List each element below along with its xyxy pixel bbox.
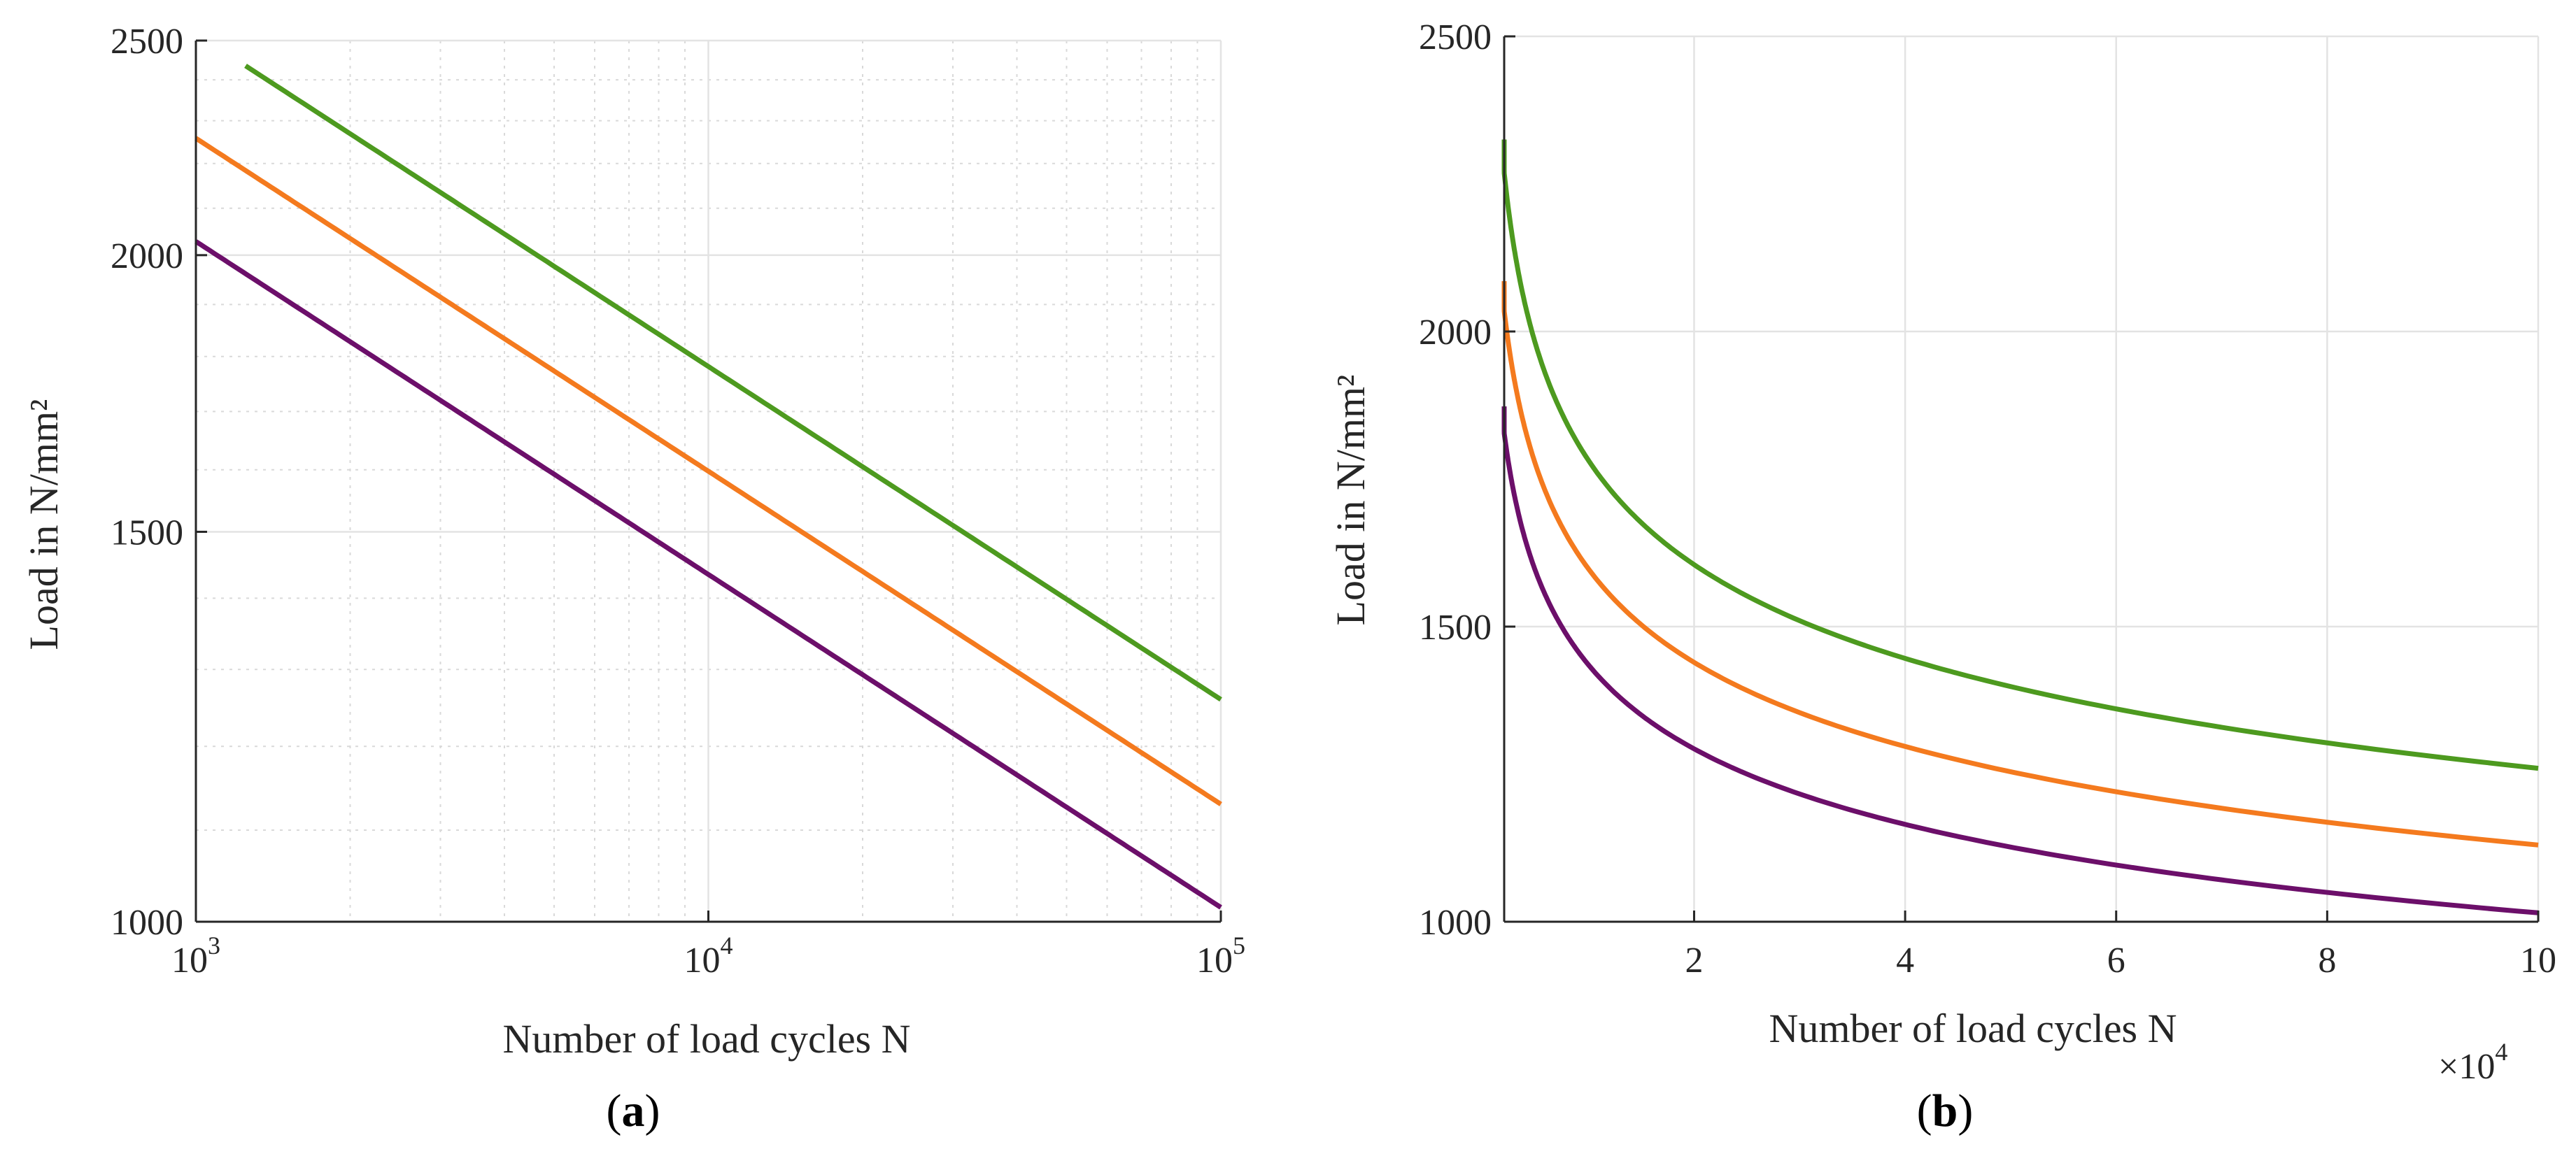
chart-b-axes — [1503, 35, 2540, 923]
chart-a-panel-label: (a) — [607, 1085, 660, 1136]
series-line-lower — [1501, 406, 2539, 915]
y-tick-label: 1000 — [111, 903, 183, 943]
x-tick-label: 104 — [684, 932, 733, 980]
y-tick-label: 1500 — [111, 513, 183, 552]
series-line-middle — [194, 136, 1222, 806]
x-tick-label-base: 10 — [1196, 941, 1233, 980]
chart-a-x-axis-label: Number of load cycles N — [502, 1016, 910, 1062]
y-tick-label: 2500 — [1419, 17, 1492, 57]
chart-b-y-axis-label: Load in N/mm² — [1328, 375, 1373, 626]
x-tick-label: 6 — [2107, 941, 2125, 980]
chart-a-panel-letter: a — [622, 1085, 645, 1136]
chart-a-series — [194, 64, 1222, 910]
y-tick-label: 1000 — [1419, 903, 1492, 943]
chart-b-grid — [1504, 35, 2540, 923]
chart-b-tick-labels: 2 4 6 8 10 1000 1500 2000 2500 — [1419, 17, 2556, 980]
y-tick-label: 2000 — [111, 236, 183, 276]
series-line-lower — [194, 239, 1222, 910]
chart-b-panel-letter: b — [1932, 1085, 1958, 1136]
chart-b-series — [1501, 139, 2539, 915]
x-tick-label-exp: 5 — [1233, 932, 1245, 959]
chart-b-x-multiplier: ×104 — [2438, 1038, 2507, 1087]
chart-b-x-multiplier-base: ×10 — [2438, 1047, 2495, 1087]
series-line-upper — [244, 64, 1222, 702]
chart-b-panel-label: (b) — [1917, 1085, 1974, 1136]
chart-b-x-multiplier-exp: 4 — [2495, 1038, 2507, 1066]
x-tick-label: 4 — [1896, 941, 1914, 980]
y-tick-label: 1500 — [1419, 608, 1492, 648]
x-tick-label: 8 — [2318, 941, 2336, 980]
chart-a-y-axis-label: Load in N/mm² — [21, 399, 66, 650]
y-tick-label: 2500 — [111, 22, 183, 62]
y-tick-label: 2000 — [1419, 313, 1492, 352]
series-line-middle — [1501, 281, 2539, 848]
x-tick-label: 2 — [1685, 941, 1703, 980]
x-tick-label: 105 — [1196, 932, 1245, 980]
x-tick-label-exp: 3 — [208, 932, 220, 959]
series-line-upper — [1501, 139, 2539, 771]
x-tick-label: 103 — [171, 932, 220, 980]
x-tick-label: 10 — [2520, 941, 2556, 980]
x-tick-label-base: 10 — [684, 941, 721, 980]
chart-b-x-axis-label: Number of load cycles N — [1769, 1006, 2177, 1051]
x-tick-label-base: 10 — [171, 941, 208, 980]
chart-b: 2 4 6 8 10 1000 1500 2000 2500 Number of load cy… — [1328, 17, 2556, 1136]
x-tick-label-exp: 4 — [721, 932, 733, 959]
chart-a-axes — [194, 39, 1222, 923]
